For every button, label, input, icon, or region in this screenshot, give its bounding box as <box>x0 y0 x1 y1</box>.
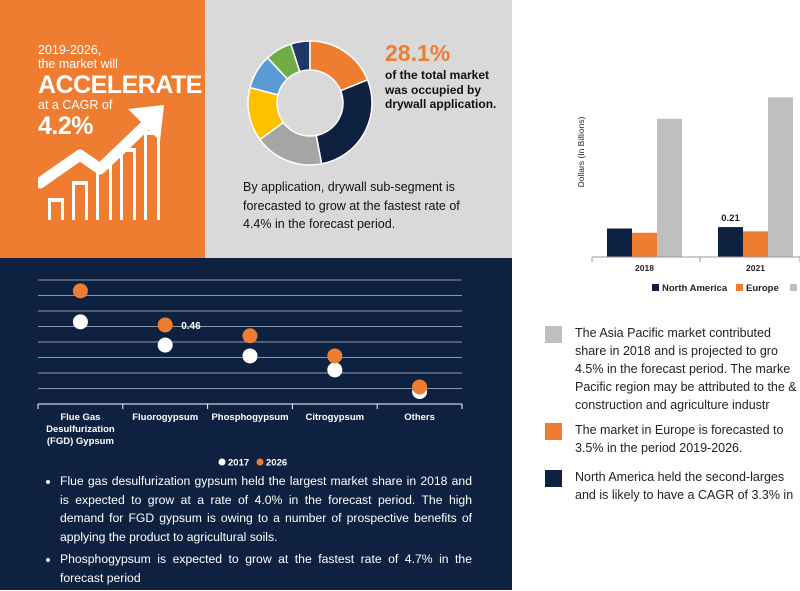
headline-panel: 2019-2026, the market will ACCELERATE at… <box>0 0 205 258</box>
data-label: 0.21 <box>721 213 740 224</box>
regional-panel: 0.21 2018 2021 Dollars (In Billions) North… <box>512 0 800 590</box>
category-label: Citrogypsum <box>306 412 365 423</box>
category-label: Fluorogypsum <box>132 412 198 423</box>
dot-2017 <box>157 337 173 353</box>
y-axis-title: Dollars (In Billions) <box>576 116 586 187</box>
legend-label: Europe <box>746 283 779 294</box>
legend-label: 2026 <box>266 458 287 469</box>
bar-north-america <box>718 227 743 257</box>
growth-bar-arrow-icon <box>38 105 164 220</box>
donut-slice <box>315 78 373 165</box>
category-label: Phosphogypsum <box>211 412 288 423</box>
region-swatch <box>545 423 562 440</box>
gypsum-type-panel: 0.46 Flue Gas Desulfurization (FGD) Gypsum… <box>0 258 512 590</box>
legend-label: 2017 <box>228 458 249 469</box>
headline-period: 2019-2026, <box>38 43 102 57</box>
dot-2026 <box>327 348 343 364</box>
application-caption: By application, drywall sub-segment is f… <box>243 180 460 231</box>
dot-2026 <box>157 317 173 333</box>
region-note-text: The Asia Pacific market contributed shar… <box>575 326 797 412</box>
dot-2017 <box>242 348 258 364</box>
headline-cagr-label: at a CAGR of <box>38 98 113 112</box>
application-panel: 28.1% of the total market was occupied b… <box>205 0 512 258</box>
data-label: 0.46 <box>181 321 201 332</box>
legend-label: North America <box>662 283 728 294</box>
bar-europe <box>743 231 768 257</box>
headline-accent: ACCELERATE <box>38 71 202 99</box>
bar-a <box>768 97 793 258</box>
gypsum-bullet: Phosphogypsum is expected to grow at the… <box>60 550 472 587</box>
dot-2017 <box>327 362 343 378</box>
gypsum-bullet: Flue gas desulfurization gypsum held the… <box>60 472 472 546</box>
application-donut-chart <box>247 40 373 166</box>
category-label: 2021 <box>746 263 765 273</box>
category-label: Others <box>404 412 435 423</box>
headline-text: the market will <box>38 57 118 71</box>
regional-bar-chart: 0.21 2018 2021 Dollars (In Billions) North… <box>576 97 800 294</box>
region-note-europe: The market in Europe is forecasted to 3.… <box>545 421 800 457</box>
legend-marker <box>218 458 226 466</box>
drywall-share-description: of the total market was occupied by dryw… <box>385 68 497 111</box>
region-note-asia: The Asia Pacific market contributed shar… <box>545 324 800 414</box>
dot-2026 <box>412 379 428 395</box>
bar-north-america <box>607 228 632 257</box>
region-swatch <box>545 470 562 487</box>
headline-cagr-value: 4.2% <box>38 112 93 140</box>
gypsum-dot-plot: 0.46 Flue Gas Desulfurization (FGD) Gypsum… <box>37 279 463 469</box>
category-label: Flue Gas Desulfurization (FGD) Gypsum <box>46 412 115 447</box>
category-label: 2018 <box>635 263 654 273</box>
donut-slice <box>309 40 369 92</box>
region-note-north-america: North America held the second-larges and… <box>545 468 800 504</box>
region-swatch <box>545 326 562 343</box>
region-note-text: The market in Europe is forecasted to 3.… <box>575 423 784 455</box>
dot-2017 <box>72 314 88 330</box>
dot-2026 <box>242 328 258 344</box>
dot-2026 <box>72 283 88 299</box>
legend-swatch <box>736 284 743 291</box>
bar-europe <box>632 232 657 257</box>
region-note-text: North America held the second-larges and… <box>575 470 794 502</box>
drywall-share-value: 28.1% <box>385 40 451 66</box>
bar-a <box>657 118 682 258</box>
legend-marker <box>256 458 264 466</box>
legend-swatch <box>652 284 659 291</box>
legend-swatch <box>790 284 797 291</box>
gypsum-bullet-list: Flue gas desulfurization gypsum held the… <box>44 472 472 591</box>
